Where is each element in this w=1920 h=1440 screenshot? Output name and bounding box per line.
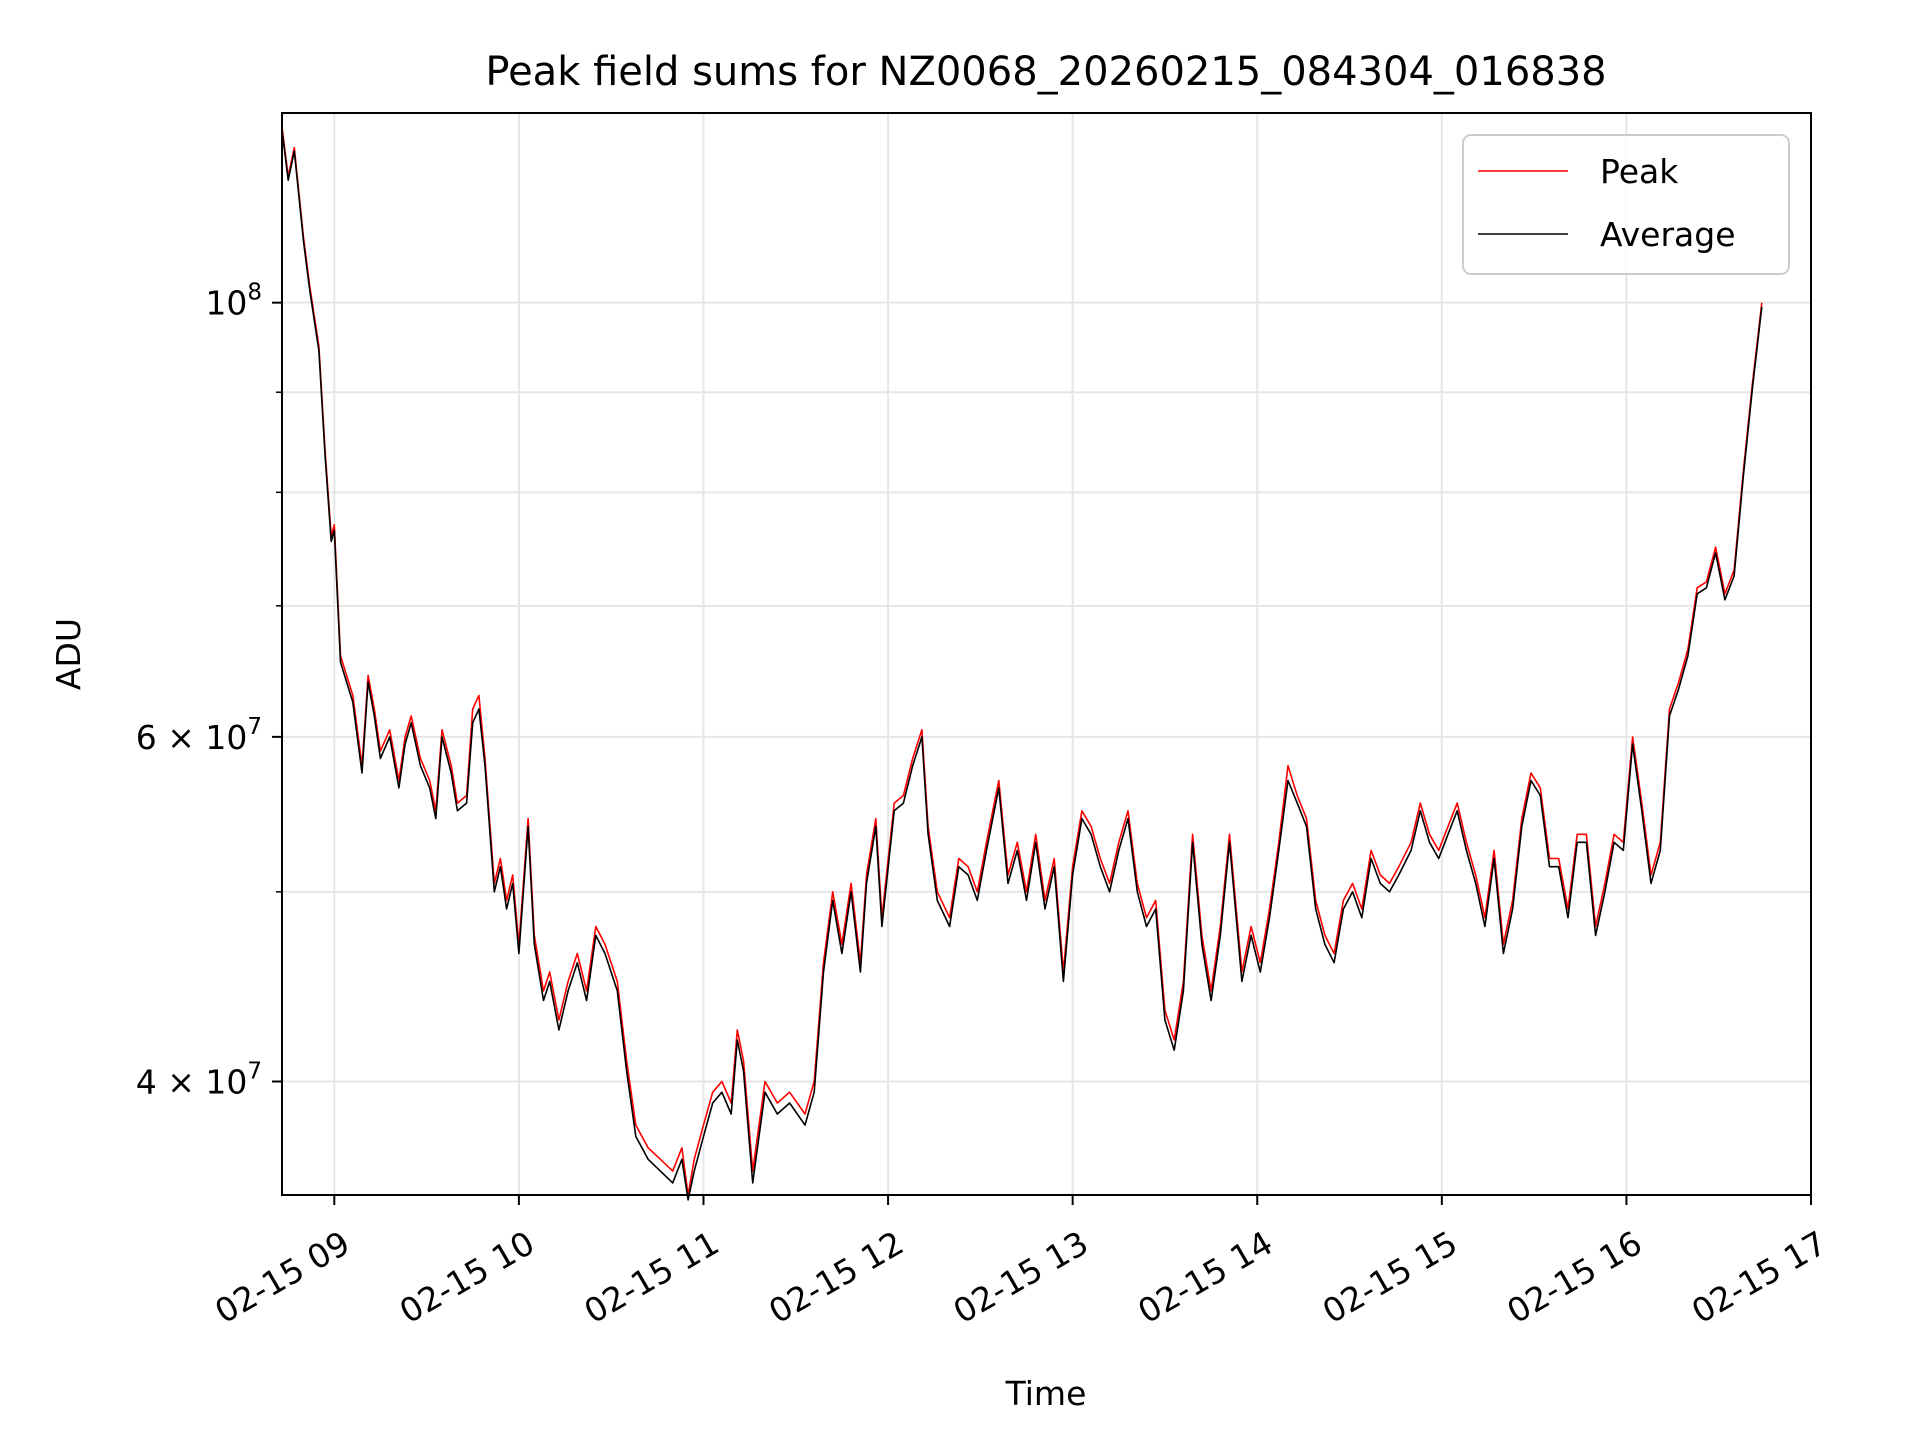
series-line-average <box>281 130 1763 1201</box>
plot-frame <box>281 112 1812 1196</box>
legend-label-average: Average <box>1600 215 1736 254</box>
chart-title: Peak field sums for NZ0068_20260215_0843… <box>485 49 1606 95</box>
legend-label-peak: Peak <box>1600 152 1679 191</box>
y-axis-label: ADU <box>49 618 88 690</box>
y-tick-label: 6 × 107 <box>136 714 262 757</box>
x-axis-label: Time <box>1005 1374 1087 1413</box>
series-line-peak <box>281 126 1763 1196</box>
plot-series <box>281 126 1763 1201</box>
y-tick-label: 108 <box>205 280 262 323</box>
y-tick-label: 4 × 107 <box>136 1059 262 1102</box>
legend: Peak Average <box>1462 134 1790 275</box>
legend-box <box>1462 134 1790 275</box>
